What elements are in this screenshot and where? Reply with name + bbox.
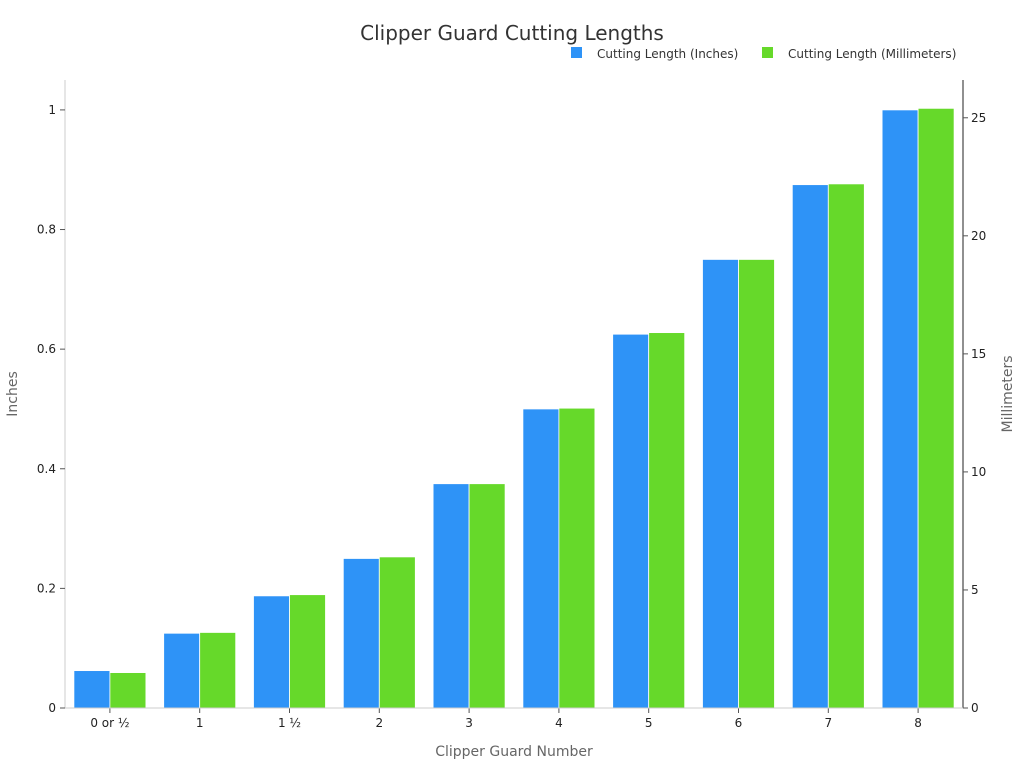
chart-title: Clipper Guard Cutting Lengths bbox=[360, 21, 664, 45]
y-tick-label: 0.2 bbox=[37, 581, 56, 595]
bar-millimeters bbox=[378, 556, 416, 709]
bar-inches bbox=[73, 670, 111, 709]
x-tick-label: 2 bbox=[375, 716, 383, 730]
bar-millimeters bbox=[648, 332, 686, 709]
bar-inches bbox=[612, 333, 650, 709]
bar-inches bbox=[342, 558, 380, 709]
x-tick-label: 0 or ½ bbox=[90, 716, 129, 730]
legend: Cutting Length (Inches) Cutting Length (… bbox=[571, 47, 956, 61]
bar-inches bbox=[522, 408, 560, 709]
bar-millimeters bbox=[738, 259, 775, 709]
bar-inches bbox=[163, 632, 201, 709]
y2-tick-label: 0 bbox=[971, 701, 979, 715]
y2-tick-label: 15 bbox=[971, 347, 986, 361]
bar-inches bbox=[702, 259, 739, 709]
bar-millimeters bbox=[917, 107, 955, 709]
y-tick-label: 0 bbox=[48, 701, 56, 715]
legend-label-inches: Cutting Length (Inches) bbox=[597, 47, 738, 61]
bar-millimeters bbox=[109, 672, 147, 709]
bar-inches bbox=[432, 483, 470, 709]
y2-tick-label: 25 bbox=[971, 111, 986, 125]
y-tick-label: 0.4 bbox=[37, 462, 56, 476]
bar-millimeters bbox=[827, 183, 865, 709]
bar-millimeters bbox=[199, 632, 237, 709]
bar-millimeters bbox=[558, 407, 596, 709]
y-axis-label: Inches bbox=[5, 371, 21, 416]
y-tick-label: 1 bbox=[48, 103, 56, 117]
y-tick-label: 0.8 bbox=[37, 223, 56, 237]
legend-swatch-millimeters bbox=[762, 47, 773, 58]
x-tick-label: 1 ½ bbox=[278, 716, 301, 730]
x-tick-label: 6 bbox=[735, 716, 743, 730]
x-tick-label: 8 bbox=[914, 716, 922, 730]
y2-tick-label: 10 bbox=[971, 465, 986, 479]
y2-axis-label: Millimeters bbox=[1000, 355, 1016, 432]
legend-swatch-inches bbox=[571, 47, 582, 58]
y-tick-label: 0.6 bbox=[37, 342, 56, 356]
bar-millimeters bbox=[468, 483, 506, 709]
x-tick-label: 5 bbox=[645, 716, 653, 730]
legend-label-millimeters: Cutting Length (Millimeters) bbox=[788, 47, 956, 61]
x-tick-label: 3 bbox=[465, 716, 473, 730]
x-tick-label: 1 bbox=[196, 716, 204, 730]
x-axis-label: Clipper Guard Number bbox=[435, 744, 593, 760]
x-tick-label: 4 bbox=[555, 716, 563, 730]
bar-inches bbox=[791, 184, 829, 709]
bar-inches bbox=[253, 595, 290, 709]
bar-inches bbox=[881, 109, 919, 709]
bar-millimeters bbox=[289, 594, 326, 709]
x-tick-label: 7 bbox=[824, 716, 832, 730]
y2-tick-label: 5 bbox=[971, 583, 979, 597]
y2-tick-label: 20 bbox=[971, 229, 986, 243]
